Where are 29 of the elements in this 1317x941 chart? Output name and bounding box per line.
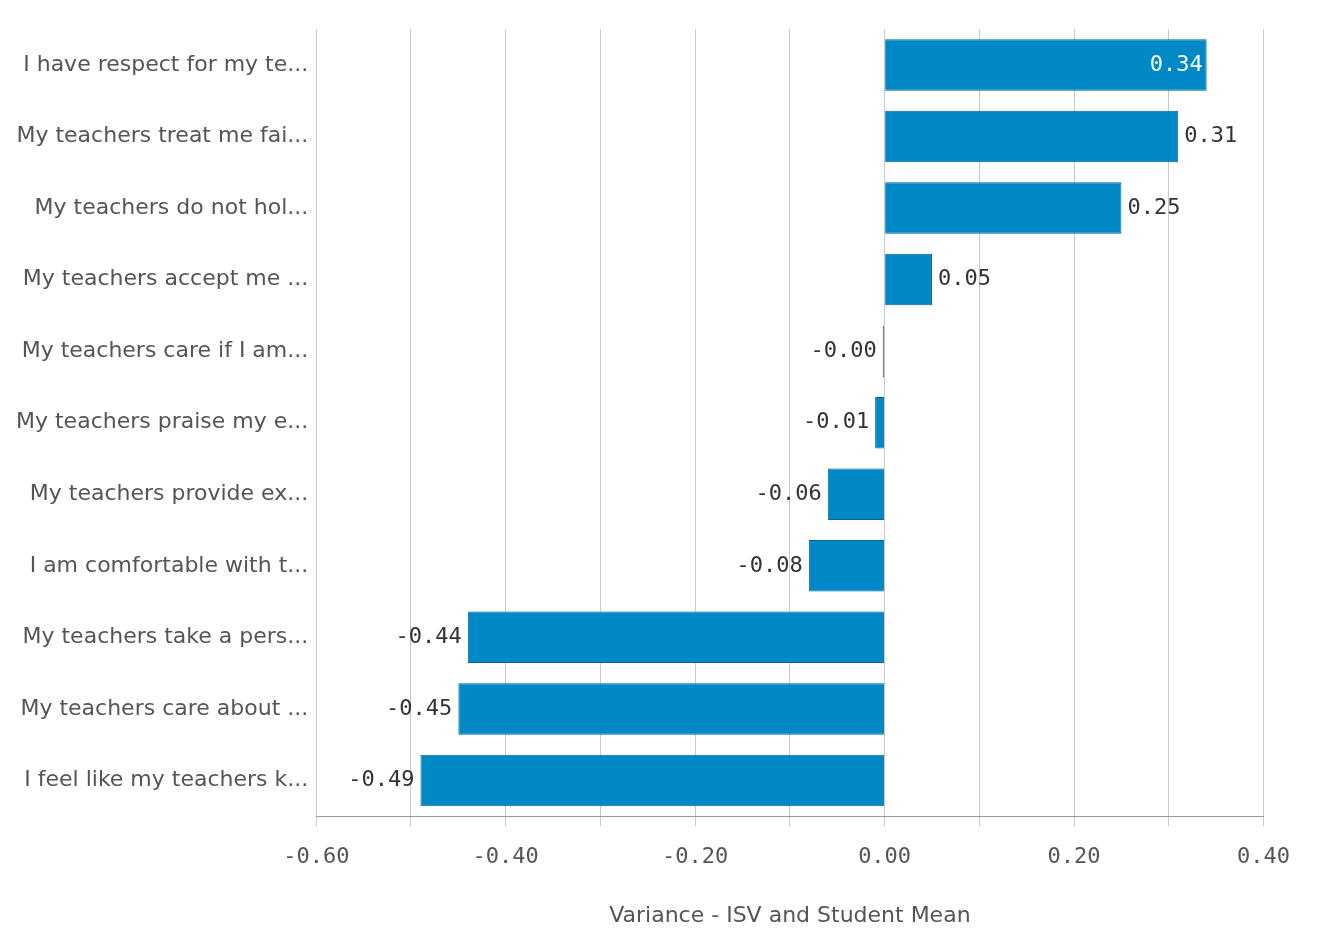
y-tick-label: I have respect for my te... <box>23 50 309 76</box>
data-label: -0.45 <box>386 694 453 720</box>
y-tick-label: My teachers do not hol... <box>34 193 309 219</box>
y-tick-label: My teachers treat me fai... <box>16 122 309 148</box>
data-label: -0.06 <box>755 479 822 505</box>
data-label: -0.01 <box>802 408 870 434</box>
y-tick-label: I feel like my teachers k... <box>24 766 309 792</box>
x-tick-label: -0.60 <box>283 843 350 869</box>
y-tick-label: My teachers accept me ... <box>22 265 309 291</box>
x-tick-label: -0.20 <box>662 843 729 869</box>
data-label: 0.34 <box>1149 50 1203 76</box>
y-tick-label: My teachers take a pers... <box>22 623 309 649</box>
x-axis-title: Variance - ISV and Student Mean <box>609 901 971 927</box>
y-tick-label: My teachers care if I am... <box>21 336 309 362</box>
data-label: -0.00 <box>810 336 877 362</box>
data-label: -0.49 <box>348 766 415 792</box>
x-tick-label: 0.40 <box>1237 843 1290 869</box>
y-tick-label: I am comfortable with t... <box>29 551 309 577</box>
x-tick-label: 0.20 <box>1047 843 1101 869</box>
x-tick-label: 0.00 <box>858 843 912 869</box>
data-label: -0.08 <box>736 551 803 577</box>
y-tick-label: My teachers provide ex... <box>29 479 309 505</box>
x-tick-label: -0.40 <box>472 843 539 869</box>
y-tick-label: My teachers praise my e... <box>16 408 309 434</box>
y-tick-label: My teachers care about ... <box>20 694 309 720</box>
data-label: 0.05 <box>937 265 991 291</box>
data-label: 0.31 <box>1184 122 1238 148</box>
data-label: 0.25 <box>1127 193 1181 219</box>
data-label: -0.44 <box>395 623 462 649</box>
